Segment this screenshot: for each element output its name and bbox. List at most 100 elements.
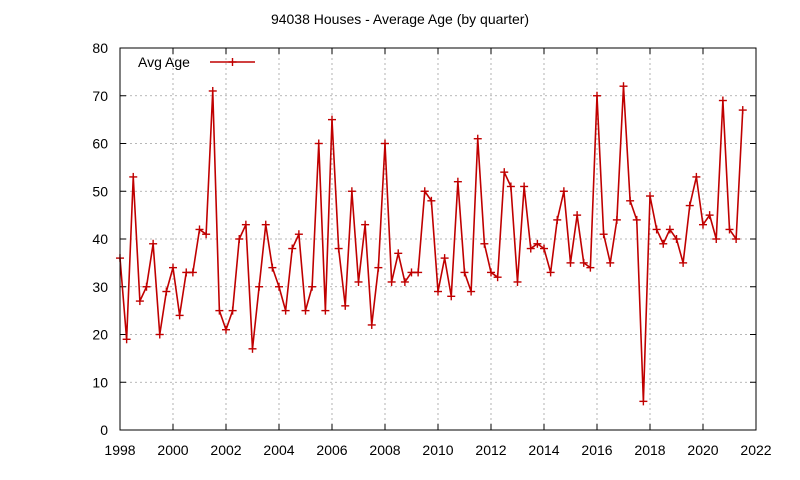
data-point: [447, 292, 456, 301]
data-point: [619, 82, 628, 91]
legend-marker: [228, 58, 237, 66]
y-tick-label: 80: [92, 40, 108, 56]
data-point: [440, 254, 449, 263]
x-axis-ticks: 1998 2000 2002 2004 2006 2008 2010 2012 2014 2016…: [104, 48, 772, 458]
data-point: [540, 244, 548, 253]
data-point: [235, 235, 244, 243]
data-point: [652, 225, 661, 234]
x-tick-label: 2018: [634, 442, 665, 458]
data-point: [685, 201, 694, 210]
data-point: [275, 282, 283, 291]
data-point: [155, 330, 164, 339]
data-point: [175, 311, 184, 320]
data-point: [215, 306, 224, 315]
data-point: [414, 268, 423, 277]
data-point: [354, 277, 363, 286]
data-point: [387, 277, 396, 286]
data-point: [328, 115, 336, 124]
data-point: [692, 172, 701, 181]
data-point: [672, 235, 681, 243]
chart-title: 94038 Houses - Average Age (by quarter): [271, 11, 529, 27]
data-point: [500, 168, 509, 177]
data-point: [679, 258, 688, 267]
data-point: [195, 225, 204, 234]
data-point: [732, 235, 741, 243]
data-point: [725, 225, 734, 234]
x-tick-label: 2002: [210, 442, 241, 458]
data-point: [122, 335, 131, 344]
legend-marker-point: [228, 58, 237, 66]
data-point: [606, 258, 615, 267]
data-point: [400, 277, 409, 286]
data-point: [162, 287, 171, 296]
data-point: [593, 91, 601, 100]
x-tick-label: 2014: [528, 442, 559, 458]
data-point: [281, 306, 290, 315]
data-point: [255, 282, 264, 291]
data-point: [135, 297, 144, 306]
grid: [120, 48, 756, 430]
x-tick-label: 2008: [369, 442, 400, 458]
data-point: [579, 258, 588, 267]
data-point: [268, 263, 277, 272]
data-point: [374, 263, 383, 272]
legend: Avg Age: [138, 54, 255, 70]
data-point: [526, 244, 535, 253]
data-point: [586, 263, 595, 272]
data-point: [480, 239, 489, 248]
data-point: [169, 263, 177, 272]
data-point: [301, 306, 310, 315]
x-tick-label: 2000: [157, 442, 188, 458]
data-point: [228, 306, 237, 315]
data-point: [294, 230, 303, 239]
y-axis-ticks: 0 10 20 30 40 50 60 70 80: [92, 40, 756, 438]
data-point: [420, 187, 429, 196]
data-point: [314, 139, 323, 148]
x-tick-label: 2022: [740, 442, 771, 458]
series-line: [119, 85, 744, 403]
data-point: [718, 96, 727, 105]
data-point: [665, 225, 674, 234]
data-point: [248, 344, 257, 353]
x-tick-label: 2016: [581, 442, 612, 458]
data-point: [208, 86, 217, 95]
data-point: [129, 172, 138, 181]
data-point: [188, 268, 197, 277]
data-point: [546, 268, 555, 277]
series-layer: [116, 82, 747, 406]
data-point: [612, 215, 621, 224]
data-point: [460, 268, 469, 277]
data-point: [626, 196, 635, 205]
data-point: [142, 282, 151, 291]
data-point: [288, 244, 297, 253]
data-point: [493, 273, 502, 282]
data-point: [434, 287, 442, 296]
data-point: [467, 287, 476, 296]
y-tick-label: 40: [92, 231, 108, 247]
x-tick-label: 2020: [687, 442, 718, 458]
data-point: [659, 239, 668, 248]
data-point: [533, 239, 542, 248]
data-point: [321, 306, 330, 315]
data-point: [553, 215, 562, 224]
data-point: [520, 182, 529, 191]
data-point: [513, 277, 522, 286]
data-point: [705, 211, 714, 220]
data-point: [506, 182, 515, 191]
data-point: [712, 235, 721, 243]
data-point: [427, 196, 436, 205]
data-point: [308, 282, 317, 291]
x-tick-label: 2006: [316, 442, 347, 458]
data-point: [738, 106, 747, 115]
data-point: [347, 187, 356, 196]
data-point: [361, 220, 370, 229]
data-point: [699, 220, 707, 229]
data-point: [149, 239, 158, 248]
data-point: [566, 258, 575, 267]
x-tick-label: 2004: [263, 442, 294, 458]
legend-label: Avg Age: [138, 54, 190, 70]
y-tick-label: 0: [100, 422, 108, 438]
data-point: [599, 230, 608, 239]
data-point: [367, 320, 376, 329]
x-tick-label: 1998: [104, 442, 135, 458]
